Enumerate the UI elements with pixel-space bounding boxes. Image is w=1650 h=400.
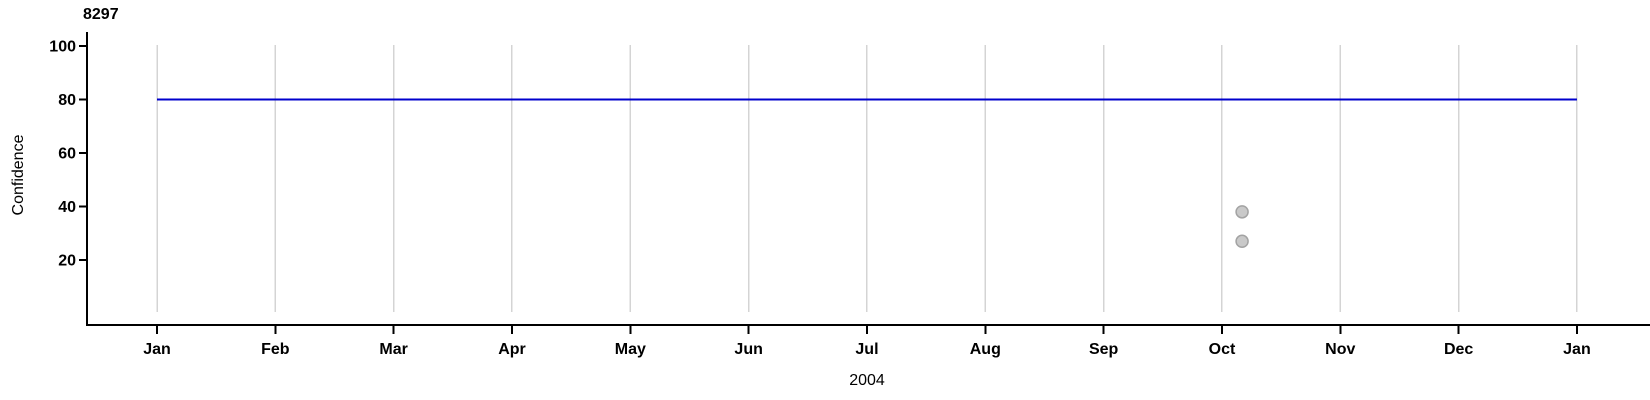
y-axis-tick-label: 60 [58, 146, 76, 163]
x-axis-tick-label: Mar [379, 341, 407, 358]
x-axis-tick-label: Dec [1444, 341, 1473, 358]
x-axis-title: 2004 [849, 372, 885, 389]
observation-points-marker [1235, 234, 1249, 249]
chart-title: 8297 [83, 6, 119, 23]
x-axis-tick-label: Aug [970, 341, 1001, 358]
observation-points-marker [1235, 205, 1249, 219]
x-axis-tick-label: Jul [855, 341, 878, 358]
x-axis-tick-label: Jun [734, 341, 762, 358]
x-axis-tick-label: Nov [1325, 341, 1355, 358]
y-axis-tick-label: 100 [49, 39, 76, 56]
x-axis-tick-label: Apr [498, 341, 526, 358]
x-axis-tick-label: May [615, 341, 646, 358]
y-axis-tick-label: 40 [58, 199, 76, 216]
y-axis-title: Confidence [10, 134, 27, 216]
x-axis-tick-label: Oct [1209, 341, 1236, 358]
x-axis-tick-label: Feb [261, 341, 290, 358]
y-axis-tick-label: 20 [58, 253, 76, 270]
y-axis-tick-label: 80 [58, 92, 76, 109]
x-axis-tick-label: Jan [143, 341, 171, 358]
x-axis-tick-label: Sep [1089, 341, 1119, 358]
x-axis-tick-label: Jan [1563, 341, 1591, 358]
